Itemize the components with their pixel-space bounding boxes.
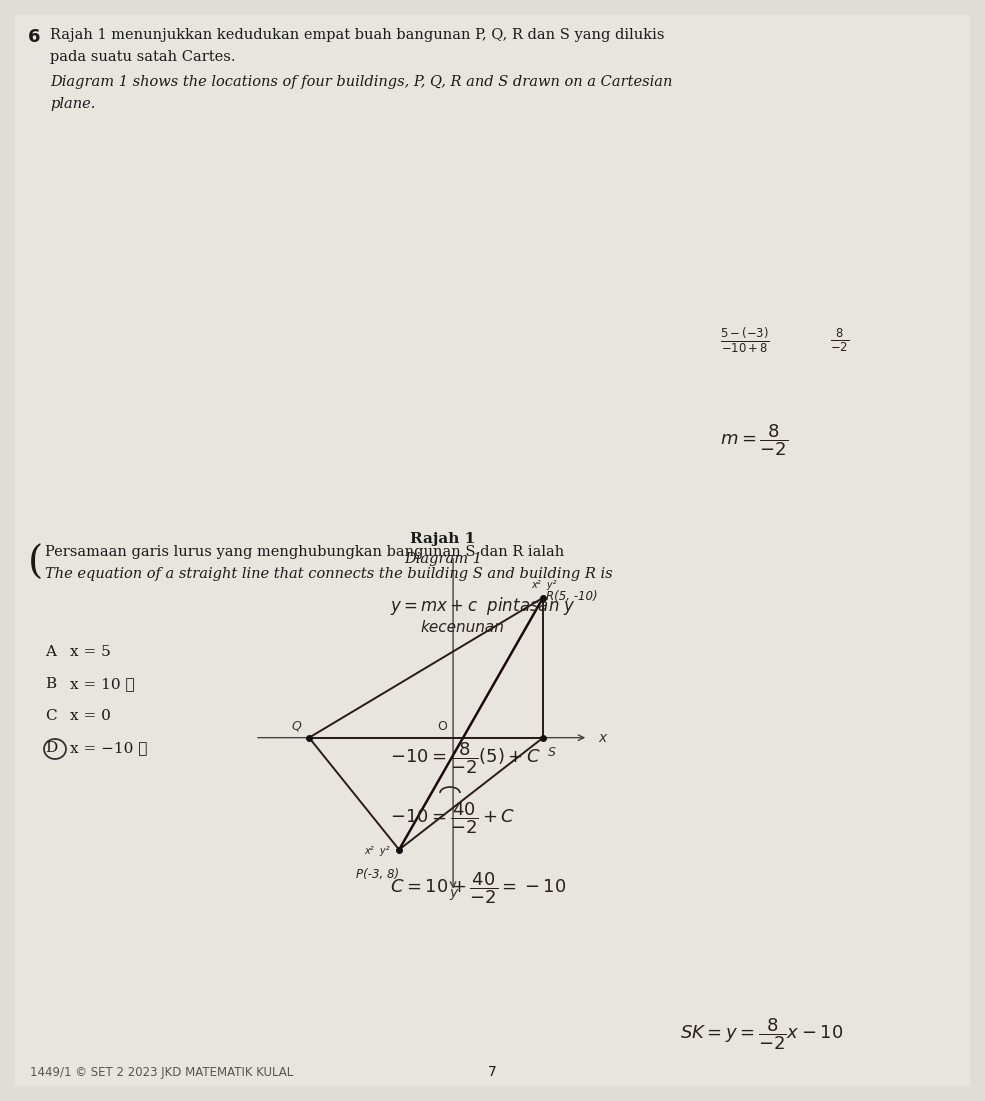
Text: 1449/1 © SET 2 2023 JKD MATEMATIK KULAL: 1449/1 © SET 2 2023 JKD MATEMATIK KULAL (30, 1066, 294, 1079)
Text: x: x (598, 731, 607, 744)
Text: B: B (45, 677, 56, 691)
Text: C: C (45, 709, 56, 723)
Text: P(-3, 8): P(-3, 8) (356, 868, 399, 881)
Text: A: A (45, 645, 56, 659)
Text: x = −10 ✓: x = −10 ✓ (70, 741, 148, 755)
Text: $-10=\dfrac{40}{-2}+C$: $-10=\dfrac{40}{-2}+C$ (390, 800, 515, 836)
Text: $-10=\dfrac{8}{-2}(5)+C$: $-10=\dfrac{8}{-2}(5)+C$ (390, 740, 541, 775)
Text: 7: 7 (488, 1065, 496, 1079)
Text: kecenunan: kecenunan (420, 620, 504, 635)
Text: $m=\dfrac{8}{-2}$: $m=\dfrac{8}{-2}$ (720, 422, 788, 458)
Text: S: S (548, 745, 556, 759)
Text: O: O (437, 720, 447, 732)
Text: plane.: plane. (50, 97, 96, 111)
Text: $y=mx+c$  pintasan $y$: $y=mx+c$ pintasan $y$ (390, 595, 576, 617)
Text: Diagram 1: Diagram 1 (404, 552, 482, 566)
Text: Rajah 1 menunjukkan kedudukan empat buah bangunan P, Q, R dan S yang dilukis: Rajah 1 menunjukkan kedudukan empat buah… (50, 28, 665, 42)
Text: D: D (45, 741, 57, 755)
Text: $SK=y=\dfrac{8}{-2}x-10$: $SK=y=\dfrac{8}{-2}x-10$ (680, 1016, 843, 1051)
Text: 6: 6 (28, 28, 40, 46)
Text: $\frac{5-(-3)}{-10+8}$: $\frac{5-(-3)}{-10+8}$ (720, 325, 770, 355)
Text: The equation of a straight line that connects the building S and building R is: The equation of a straight line that con… (45, 567, 613, 581)
Text: x²  y²: x² y² (531, 579, 557, 590)
Text: x²  y²: x² y² (364, 846, 390, 855)
Text: (: ( (28, 545, 43, 582)
Text: pada suatu satah Cartes.: pada suatu satah Cartes. (50, 50, 235, 64)
Text: x = 10 ✓: x = 10 ✓ (70, 677, 135, 691)
Text: Persamaan garis lurus yang menghubungkan bangunan S dan R ialah: Persamaan garis lurus yang menghubungkan… (45, 545, 564, 559)
Text: $\frac{8}{-2}$: $\frac{8}{-2}$ (830, 326, 849, 353)
Text: R(5, -10): R(5, -10) (546, 590, 598, 602)
Text: Rajah 1: Rajah 1 (411, 532, 476, 546)
Text: x = 5: x = 5 (70, 645, 110, 659)
Text: Q: Q (292, 720, 301, 732)
Text: Diagram 1 shows the locations of four buildings, P, Q, R and S drawn on a Cartes: Diagram 1 shows the locations of four bu… (50, 75, 673, 89)
Text: x = 0: x = 0 (70, 709, 111, 723)
Text: y: y (449, 885, 457, 900)
Text: $C=10+\dfrac{40}{-2}=-10$: $C=10+\dfrac{40}{-2}=-10$ (390, 870, 566, 906)
